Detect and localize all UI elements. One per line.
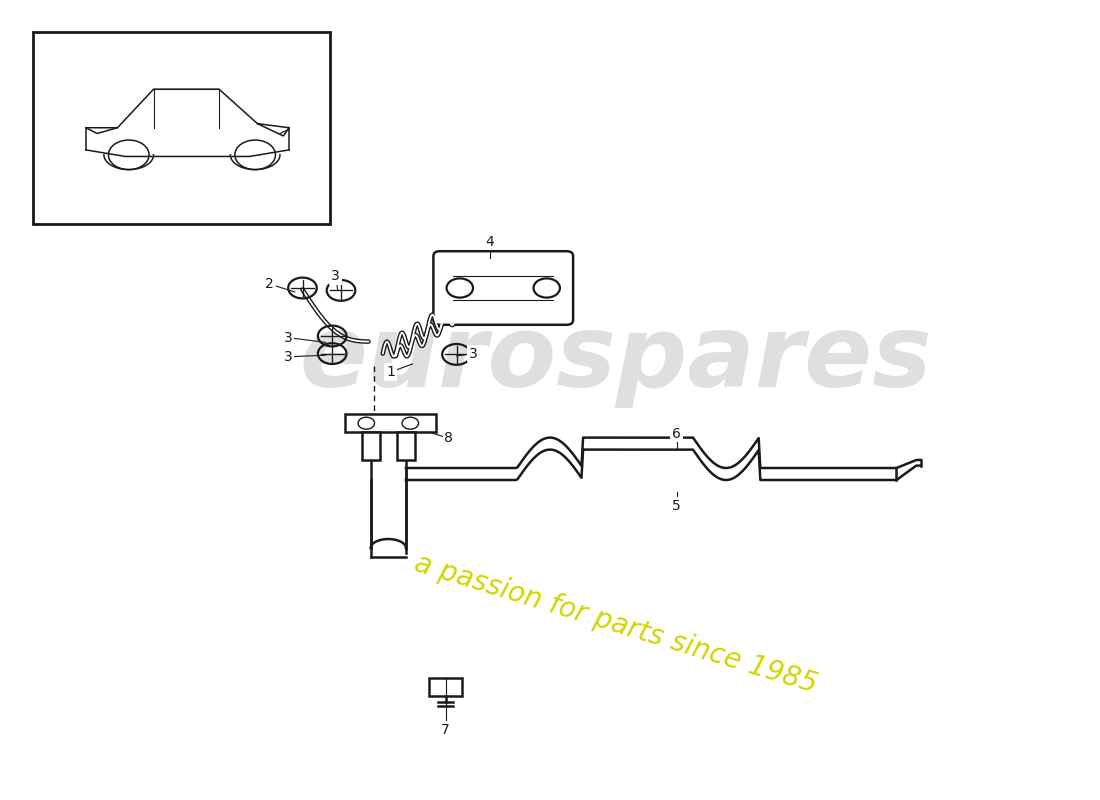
- FancyBboxPatch shape: [433, 251, 573, 325]
- Bar: [33, 32, 330, 224]
- Text: 7: 7: [441, 722, 450, 737]
- Text: 2: 2: [265, 277, 274, 291]
- Text: 3: 3: [284, 330, 293, 345]
- Bar: [362, 432, 380, 460]
- Text: 6: 6: [672, 426, 681, 441]
- Text: 1: 1: [386, 365, 395, 379]
- Text: 3: 3: [284, 350, 293, 364]
- Text: 4: 4: [485, 234, 494, 249]
- Text: a passion for parts since 1985: a passion for parts since 1985: [411, 550, 821, 698]
- Bar: [397, 432, 415, 460]
- Text: eurospares: eurospares: [299, 311, 933, 409]
- Bar: [345, 414, 436, 432]
- Bar: [429, 678, 462, 696]
- Text: 3: 3: [469, 346, 477, 361]
- Text: 5: 5: [672, 498, 681, 513]
- Text: 8: 8: [444, 431, 453, 446]
- Text: 3: 3: [331, 269, 340, 283]
